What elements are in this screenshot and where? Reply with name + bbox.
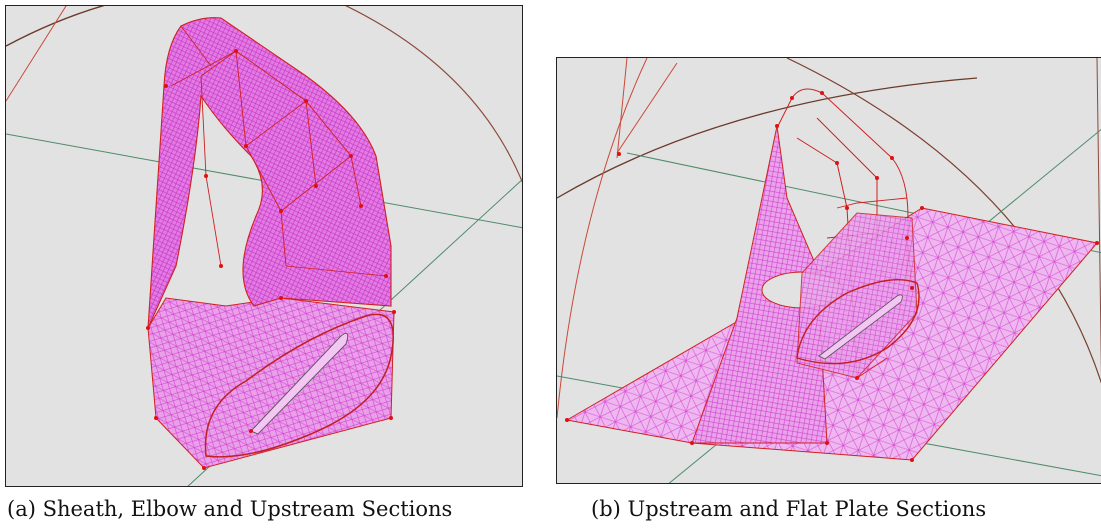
figure-panel-a	[5, 5, 523, 487]
caption-b: (b) Upstream and Flat Plate Sections	[591, 497, 987, 521]
boundary-arc	[557, 77, 978, 199]
boundary-arc	[786, 58, 1101, 384]
boundary-line	[616, 58, 678, 159]
wing-outline	[796, 278, 920, 365]
boundary-arc	[344, 6, 522, 183]
figure-panel-b	[556, 57, 1101, 484]
airfoil-section	[250, 332, 349, 435]
airfoil-section	[818, 294, 903, 360]
block-edges	[170, 25, 387, 277]
sheath-elbow-block	[147, 17, 392, 329]
upstream-block	[796, 212, 918, 379]
mesh-vertices	[146, 49, 396, 470]
boundary-line	[6, 6, 67, 102]
wing-outline	[204, 313, 394, 458]
mesh-view-a	[6, 6, 522, 486]
upstream-block	[147, 297, 395, 469]
boundary-line	[1096, 58, 1101, 379]
boundary-arc	[6, 6, 105, 47]
boundary-arc	[557, 58, 648, 419]
mesh-view-b	[557, 58, 1101, 483]
caption-a: (a) Sheath, Elbow and Upstream Sections	[7, 497, 453, 521]
mesh-vertices	[565, 91, 1099, 462]
